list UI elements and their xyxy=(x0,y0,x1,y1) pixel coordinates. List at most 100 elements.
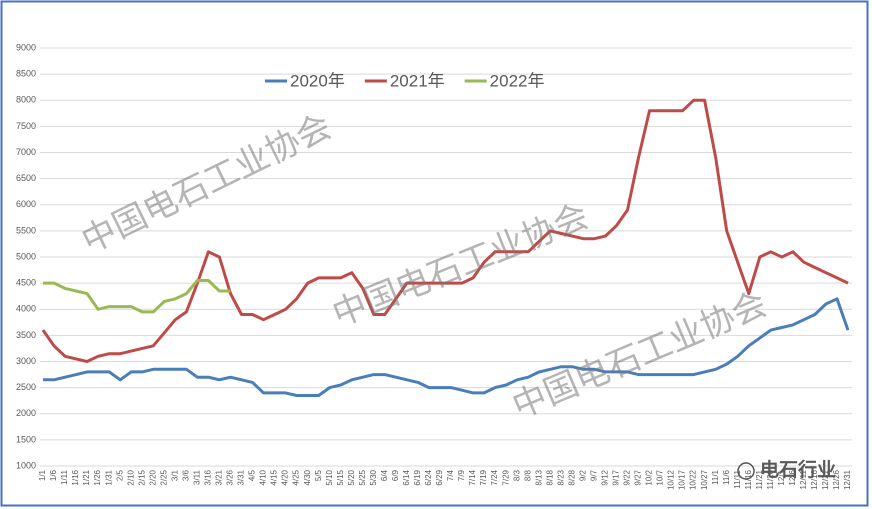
x-tick-label: 5/15 xyxy=(336,469,345,485)
x-tick-label: 7/4 xyxy=(446,469,455,481)
x-tick-label: 8/28 xyxy=(567,469,576,485)
x-tick-label: 1/21 xyxy=(82,469,91,485)
x-tick-label: 11/16 xyxy=(744,469,753,489)
x-tick-label: 7/19 xyxy=(479,469,488,485)
x-tick-label: 9/7 xyxy=(589,469,598,481)
x-tick-label: 3/11 xyxy=(192,469,201,485)
x-tick-label: 11/6 xyxy=(722,469,731,485)
y-tick-label: 6500 xyxy=(16,173,36,183)
x-tick-label: 8/13 xyxy=(534,469,543,485)
x-tick-label: 2/5 xyxy=(115,469,124,481)
y-tick-label: 1000 xyxy=(16,460,36,470)
x-tick-label: 4/20 xyxy=(281,469,290,485)
y-tick-label: 3500 xyxy=(16,330,36,340)
x-tick-label: 5/20 xyxy=(347,469,356,485)
x-tick-label: 4/25 xyxy=(292,469,301,485)
x-tick-label: 9/22 xyxy=(623,469,632,485)
x-tick-label: 1/26 xyxy=(93,469,102,485)
x-tick-label: 2/20 xyxy=(148,469,157,485)
y-tick-label: 8000 xyxy=(16,95,36,105)
x-tick-label: 3/6 xyxy=(181,469,190,481)
y-tick-label: 4500 xyxy=(16,278,36,288)
y-tick-label: 7500 xyxy=(16,121,36,131)
legend-label: 2022年 xyxy=(490,71,545,90)
x-tick-label: 7/9 xyxy=(457,469,466,481)
y-tick-label: 4000 xyxy=(16,304,36,314)
y-tick-label: 2000 xyxy=(16,408,36,418)
x-tick-label: 3/16 xyxy=(204,469,213,485)
brand-icon xyxy=(737,462,755,480)
x-tick-label: 6/9 xyxy=(391,469,400,481)
x-tick-label: 6/29 xyxy=(435,469,444,485)
x-tick-label: 2/10 xyxy=(126,469,135,485)
x-tick-label: 12/1 xyxy=(777,469,786,485)
x-tick-label: 9/12 xyxy=(601,469,610,485)
x-tick-label: 9/17 xyxy=(612,469,621,485)
x-tick-label: 4/5 xyxy=(248,469,257,481)
series-line xyxy=(43,297,850,397)
series-line xyxy=(43,279,231,314)
x-tick-label: 9/2 xyxy=(578,469,587,481)
x-tick-label: 5/5 xyxy=(314,469,323,481)
x-tick-label: 11/26 xyxy=(766,469,775,489)
x-tick-label: 6/4 xyxy=(380,469,389,481)
x-tick-label: 2/15 xyxy=(137,469,146,485)
x-tick-label: 10/27 xyxy=(700,469,709,490)
x-tick-label: 12/21 xyxy=(821,469,830,490)
x-tick-label: 5/30 xyxy=(369,469,378,485)
y-tick-label: 3000 xyxy=(16,356,36,366)
y-tick-label: 6000 xyxy=(16,199,36,209)
x-tick-label: 3/1 xyxy=(170,469,179,481)
x-tick-label: 8/3 xyxy=(512,469,521,481)
y-tick-label: 8500 xyxy=(16,69,36,79)
x-tick-label: 3/26 xyxy=(226,469,235,485)
brand-label: 电石行业 xyxy=(760,458,836,481)
x-tick-label: 1/31 xyxy=(104,469,113,485)
x-tick-label: 11/11 xyxy=(733,469,742,488)
y-tick-label: 7000 xyxy=(16,147,36,157)
y-tick-label: 9000 xyxy=(16,42,36,52)
x-tick-label: 6/19 xyxy=(413,469,422,485)
x-tick-label: 4/10 xyxy=(259,469,268,485)
x-tick-label: 9/27 xyxy=(634,469,643,485)
y-tick-label: 5000 xyxy=(16,251,36,261)
x-tick-label: 7/29 xyxy=(501,469,510,485)
x-tick-label: 1/16 xyxy=(71,469,80,485)
x-tick-label: 3/21 xyxy=(215,469,224,485)
x-tick-label: 1/6 xyxy=(49,469,58,481)
x-tick-label: 11/21 xyxy=(755,469,764,489)
x-tick-label: 4/15 xyxy=(270,469,279,485)
y-tick-label: 2500 xyxy=(16,382,36,392)
x-tick-label: 12/11 xyxy=(799,469,808,489)
x-tick-label: 6/24 xyxy=(424,469,433,485)
x-tick-label: 7/24 xyxy=(490,469,499,485)
x-tick-label: 6/14 xyxy=(402,469,411,485)
x-tick-label: 4/30 xyxy=(303,469,312,485)
x-tick-label: 10/17 xyxy=(678,469,687,490)
x-tick-label: 10/7 xyxy=(656,469,665,485)
series-line xyxy=(41,98,849,363)
x-tick-label: 5/10 xyxy=(325,469,334,485)
x-tick-label: 12/6 xyxy=(788,469,797,485)
x-tick-label: 12/26 xyxy=(832,469,841,490)
x-tick-label: 10/12 xyxy=(667,469,676,490)
x-tick-label: 10/2 xyxy=(645,469,654,485)
x-tick-label: 12/31 xyxy=(843,469,852,490)
x-tick-label: 1/1 xyxy=(38,469,47,481)
x-tick-label: 8/23 xyxy=(556,469,565,485)
legend-label: 2021年 xyxy=(390,71,445,90)
x-tick-label: 11/1 xyxy=(711,469,720,485)
legend-label: 2020年 xyxy=(290,71,345,90)
x-tick-label: 12/16 xyxy=(810,469,819,490)
x-tick-label: 8/18 xyxy=(545,469,554,485)
y-tick-label: 5500 xyxy=(16,225,36,235)
y-tick-label: 1500 xyxy=(16,434,36,444)
x-tick-label: 8/8 xyxy=(523,469,532,481)
x-tick-label: 1/11 xyxy=(60,469,69,485)
x-tick-label: 10/22 xyxy=(689,469,698,490)
x-tick-label: 7/14 xyxy=(468,469,477,485)
x-tick-label: 2/25 xyxy=(159,469,168,485)
x-tick-label: 5/25 xyxy=(358,469,367,485)
x-tick-label: 3/31 xyxy=(237,469,246,485)
